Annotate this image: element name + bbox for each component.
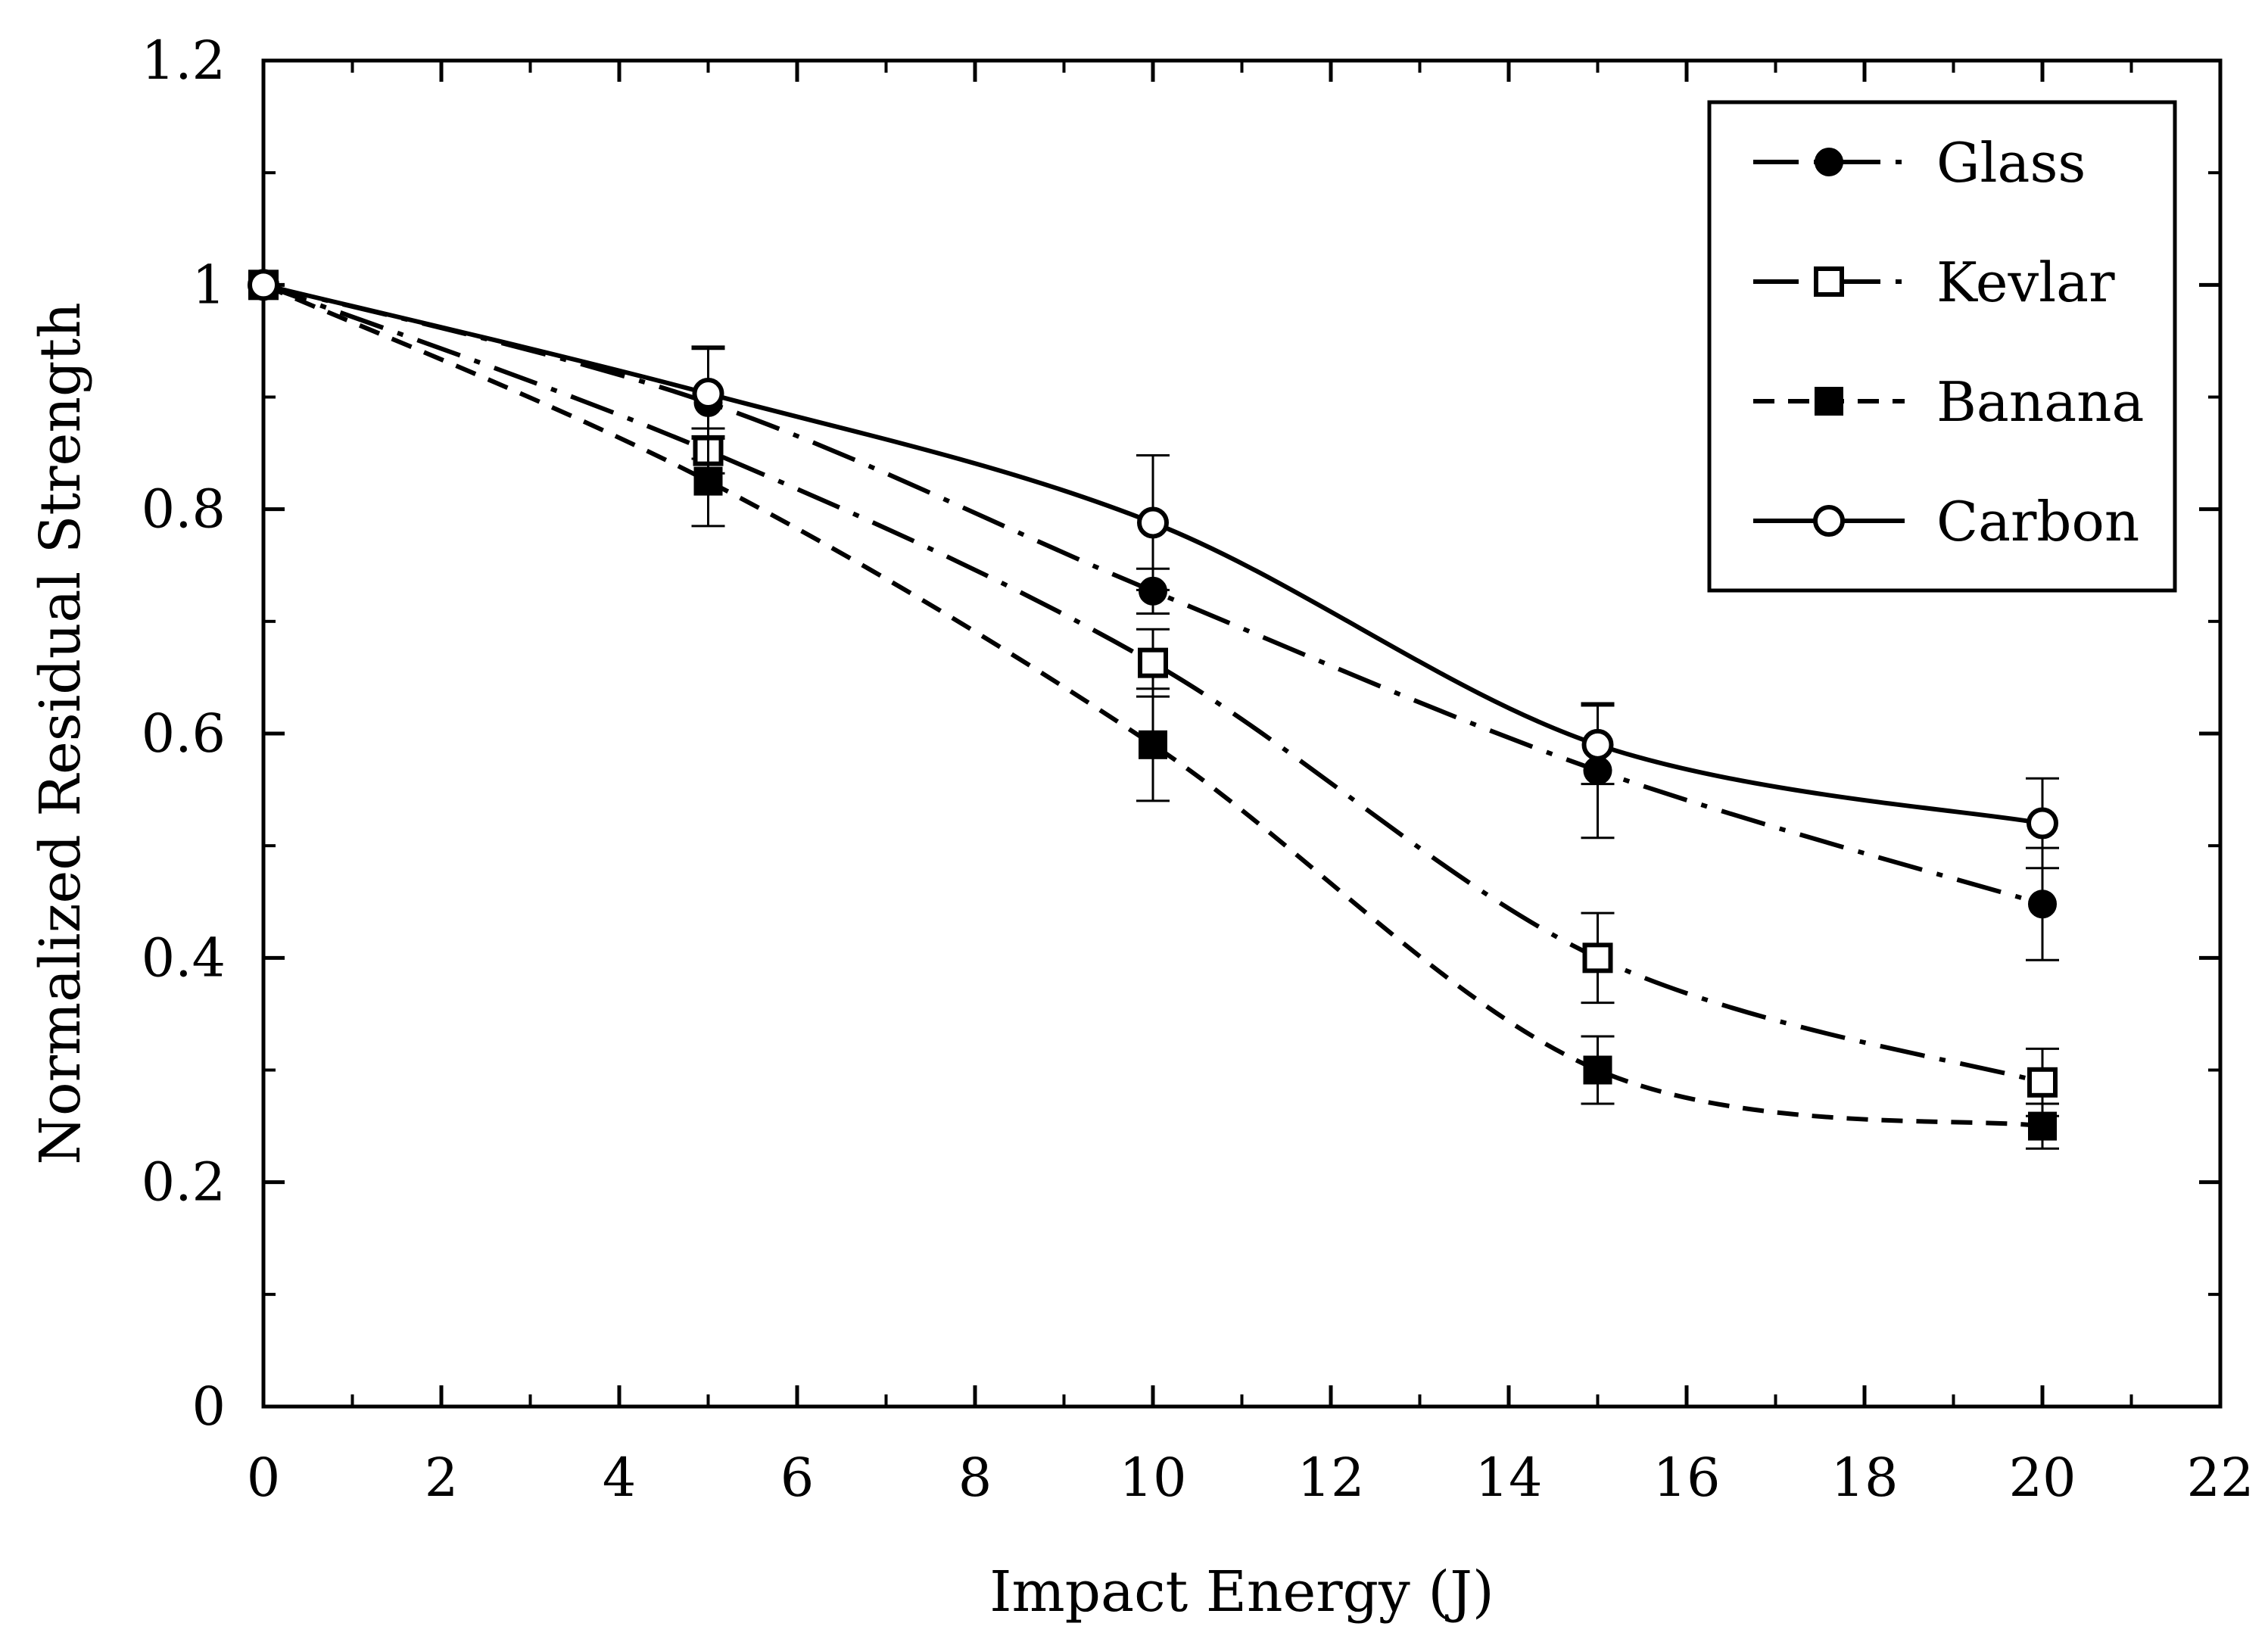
x-tick-label: 18: [1830, 1447, 1898, 1509]
series-carbon: [248, 269, 2059, 870]
kevlar-point: [1582, 942, 1613, 974]
y-tick-label: 0.6: [142, 703, 226, 765]
y-tick-label: 1.2: [142, 30, 226, 92]
kevlar-line: [262, 282, 2043, 1085]
glass-point: [2028, 889, 2057, 919]
legend-label-banana: Banana: [1936, 370, 2144, 434]
legend-marker-banana: [1815, 387, 1843, 416]
carbon-point: [248, 269, 279, 301]
y-tick-label: 0.8: [142, 478, 226, 541]
legend-box: [1707, 100, 2177, 593]
x-tick-label: 4: [603, 1447, 637, 1509]
x-tick-label: 0: [247, 1447, 281, 1509]
x-tick-label: 2: [425, 1447, 459, 1509]
carbon-point: [2027, 807, 2058, 840]
x-tick-label: 16: [1653, 1447, 1720, 1509]
y-tick-label: 0: [192, 1376, 226, 1438]
banana-point: [2028, 1111, 2057, 1141]
x-tick-label: 10: [1119, 1447, 1186, 1509]
carbon-point: [692, 378, 724, 410]
legend-label-glass: Glass: [1936, 131, 2086, 195]
y-tick-label: 0.2: [142, 1151, 226, 1213]
kevlar-point: [1138, 647, 1168, 678]
legend-marker-carbon: [1813, 505, 1845, 537]
x-tick-label: 8: [958, 1447, 992, 1509]
carbon-point: [1137, 506, 1169, 539]
x-tick-label: 14: [1475, 1447, 1542, 1509]
carbon-point: [1581, 728, 1614, 761]
series-layer: [248, 269, 2059, 1150]
legend: Glass Kevlar Banana Carbon: [1707, 100, 2177, 593]
axes: 0 2 4 6 8 10 12 14 16 18 20 22 0 0.2 0.4 0.6 0.8 1 1.2 Impa…: [28, 30, 2254, 1625]
banana-point: [1583, 1055, 1612, 1085]
banana-line: [262, 282, 2043, 1129]
y-tick-label: 1: [192, 254, 226, 316]
legend-marker-kevlar: [1814, 266, 1844, 297]
x-axis-title: Impact Energy (J): [989, 1559, 1494, 1625]
x-tick-label: 6: [780, 1447, 815, 1509]
x-tick-label: 20: [2008, 1447, 2076, 1509]
x-tick-label: 22: [2186, 1447, 2254, 1509]
legend-label-kevlar: Kevlar: [1936, 251, 2115, 314]
legend-marker-glass: [1815, 148, 1843, 176]
legend-label-carbon: Carbon: [1936, 490, 2139, 553]
y-axis-title: Normalized Residual Strength: [28, 302, 93, 1164]
y-tick-label: 0.4: [142, 927, 226, 989]
banana-point: [693, 466, 723, 496]
banana-point: [1139, 730, 1167, 759]
x-tick-label: 12: [1297, 1447, 1364, 1509]
kevlar-point: [2027, 1067, 2058, 1098]
